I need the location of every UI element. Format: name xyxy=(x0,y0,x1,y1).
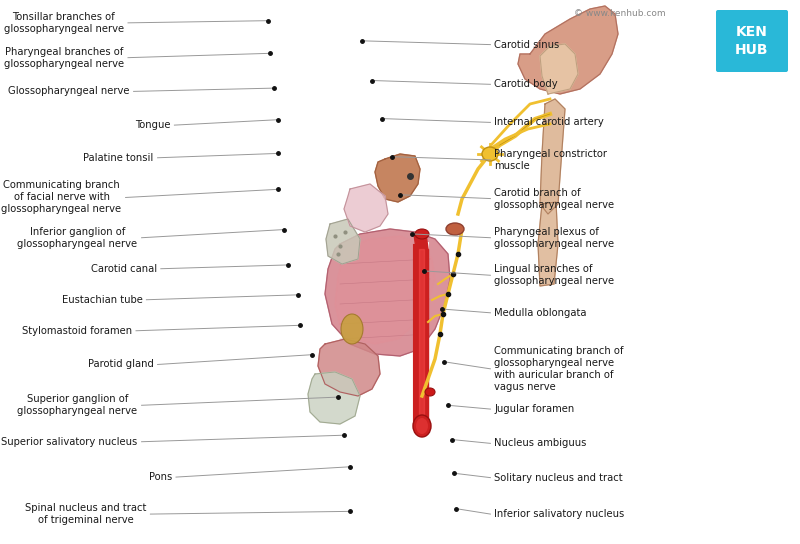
Text: Solitary nucleus and tract: Solitary nucleus and tract xyxy=(494,473,623,483)
Text: Tongue: Tongue xyxy=(135,120,170,130)
Polygon shape xyxy=(308,372,360,424)
Polygon shape xyxy=(419,249,424,424)
Text: Carotid canal: Carotid canal xyxy=(90,264,157,274)
Polygon shape xyxy=(518,6,618,94)
Polygon shape xyxy=(538,202,558,286)
Text: Superior salivatory nucleus: Superior salivatory nucleus xyxy=(2,437,138,447)
Text: Eustachian tube: Eustachian tube xyxy=(62,295,142,305)
Text: Inferior ganglion of
glossopharyngeal nerve: Inferior ganglion of glossopharyngeal ne… xyxy=(18,227,138,249)
Text: Pharyngeal branches of
glossopharyngeal nerve: Pharyngeal branches of glossopharyngeal … xyxy=(4,47,124,69)
Text: Jugular foramen: Jugular foramen xyxy=(494,404,574,414)
Text: Lingual branches of
glossopharyngeal nerve: Lingual branches of glossopharyngeal ner… xyxy=(494,264,614,286)
Text: Internal carotid artery: Internal carotid artery xyxy=(494,118,604,127)
Text: Communicating branch
of facial nerve with
glossopharyngeal nerve: Communicating branch of facial nerve wit… xyxy=(2,181,122,214)
Polygon shape xyxy=(335,236,435,344)
Polygon shape xyxy=(344,184,388,232)
Ellipse shape xyxy=(416,418,428,434)
Text: Carotid branch of
glossopharyngeal nerve: Carotid branch of glossopharyngeal nerve xyxy=(494,188,614,209)
Text: Carotid sinus: Carotid sinus xyxy=(494,40,560,50)
Text: Palatine tonsil: Palatine tonsil xyxy=(83,153,154,163)
Text: Nucleus ambiguus: Nucleus ambiguus xyxy=(494,438,586,448)
Polygon shape xyxy=(540,99,565,214)
Text: Pharyngeal constrictor
muscle: Pharyngeal constrictor muscle xyxy=(494,149,607,171)
Ellipse shape xyxy=(425,388,435,396)
Polygon shape xyxy=(318,339,380,396)
Text: Pharyngeal plexus of
glossopharyngeal nerve: Pharyngeal plexus of glossopharyngeal ne… xyxy=(494,227,614,249)
Ellipse shape xyxy=(482,147,498,161)
Polygon shape xyxy=(325,229,450,356)
Text: Stylomastoid foramen: Stylomastoid foramen xyxy=(22,326,132,336)
Ellipse shape xyxy=(446,223,464,235)
Text: Spinal nucleus and tract
of trigeminal nerve: Spinal nucleus and tract of trigeminal n… xyxy=(25,503,146,525)
Text: © www.kenhub.com: © www.kenhub.com xyxy=(574,9,666,18)
Text: Pons: Pons xyxy=(149,472,172,482)
Ellipse shape xyxy=(341,314,363,344)
Polygon shape xyxy=(540,44,578,94)
Polygon shape xyxy=(416,249,428,424)
Polygon shape xyxy=(326,219,360,264)
Polygon shape xyxy=(414,234,428,249)
Text: Glossopharyngeal nerve: Glossopharyngeal nerve xyxy=(8,86,130,96)
Text: KEN
HUB: KEN HUB xyxy=(735,26,769,57)
Text: Inferior salivatory nucleus: Inferior salivatory nucleus xyxy=(494,509,625,519)
Polygon shape xyxy=(375,154,420,202)
Text: Superior ganglion of
glossopharyngeal nerve: Superior ganglion of glossopharyngeal ne… xyxy=(18,394,138,416)
Text: Tonsillar branches of
glossopharyngeal nerve: Tonsillar branches of glossopharyngeal n… xyxy=(4,12,124,34)
Ellipse shape xyxy=(415,229,429,239)
Text: Medulla oblongata: Medulla oblongata xyxy=(494,308,587,318)
Text: Parotid gland: Parotid gland xyxy=(88,360,154,369)
FancyBboxPatch shape xyxy=(716,10,788,72)
Text: Carotid body: Carotid body xyxy=(494,79,558,89)
Text: Communicating branch of
glossopharyngeal nerve
with auricular branch of
vagus ne: Communicating branch of glossopharyngeal… xyxy=(494,346,624,392)
Ellipse shape xyxy=(413,415,431,437)
